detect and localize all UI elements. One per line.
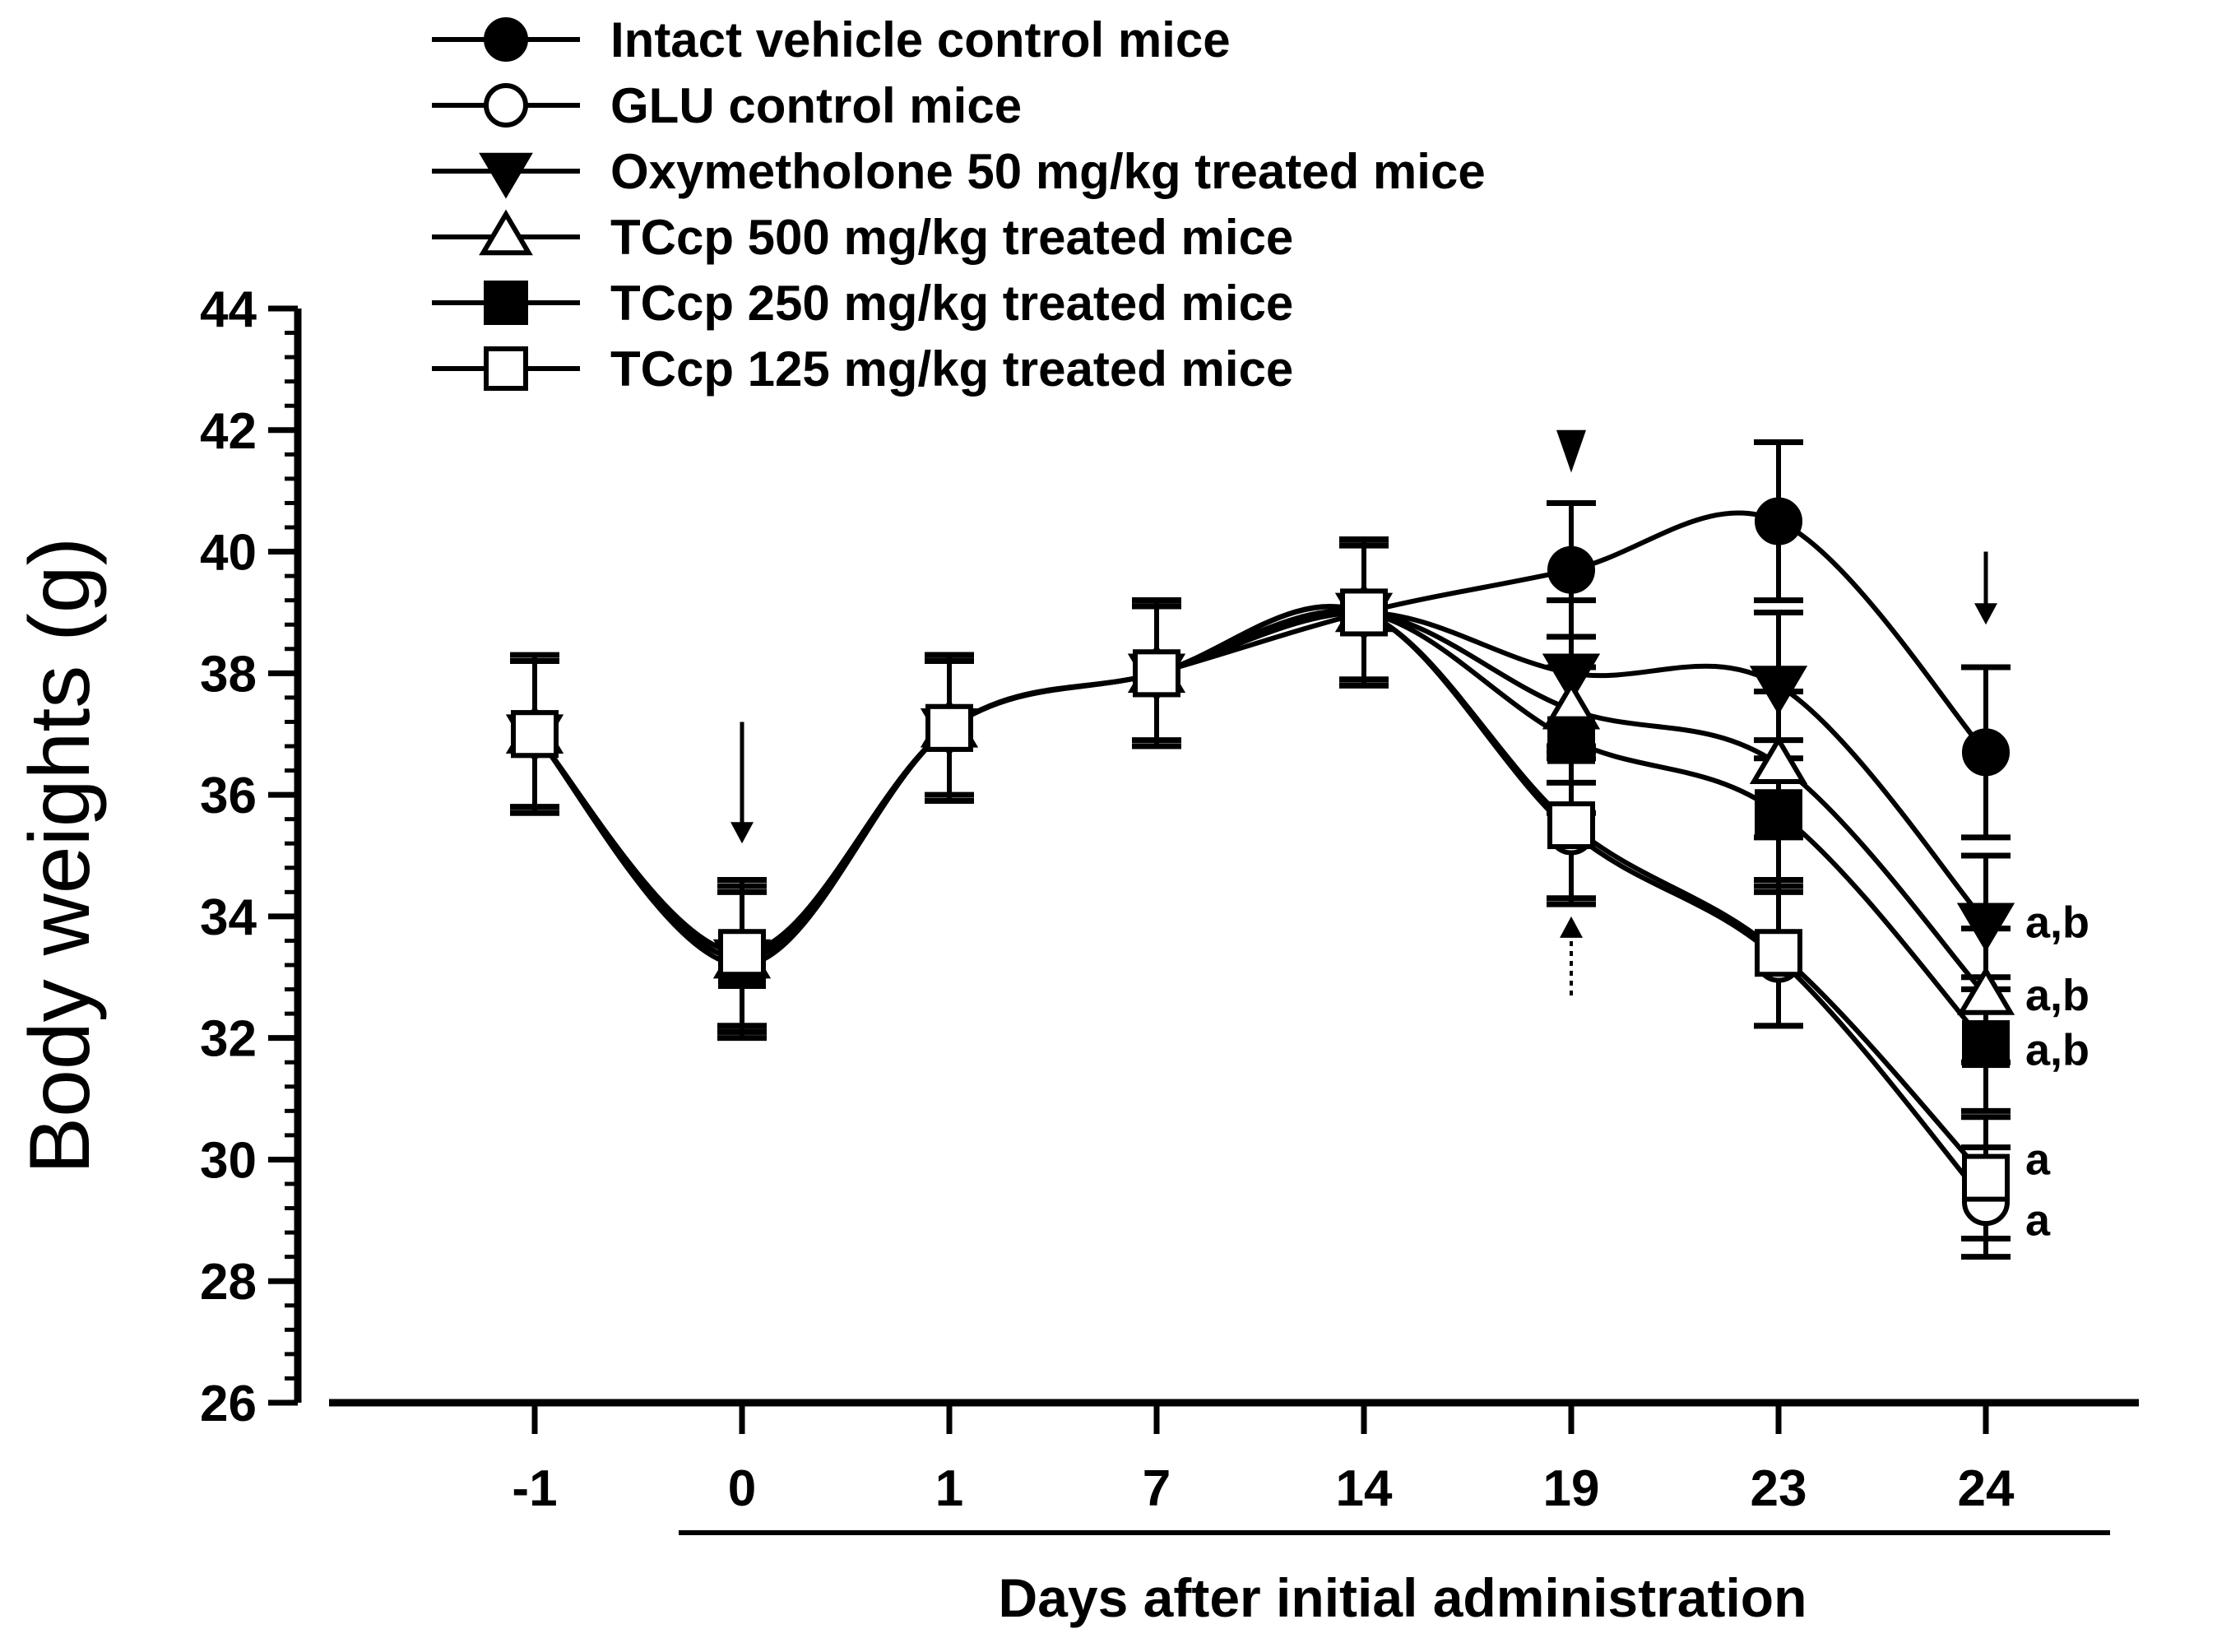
arrow-marker bbox=[1560, 916, 1583, 995]
arrow-marker bbox=[1974, 551, 1997, 625]
marker-triangle-up bbox=[1956, 966, 2015, 1015]
significance-label: a,b bbox=[2025, 1025, 2089, 1074]
marker-square bbox=[484, 281, 528, 325]
marker-circle bbox=[484, 83, 528, 128]
marker-square bbox=[1133, 649, 1180, 698]
y-tick-label: 34 bbox=[200, 889, 257, 946]
y-tick-label: 30 bbox=[200, 1132, 257, 1189]
series-line bbox=[532, 610, 1988, 962]
marker-triangle-down bbox=[1542, 653, 1601, 703]
annotations: a,b a,b a,b aa bbox=[2025, 898, 2089, 1245]
arrow-marker bbox=[1556, 429, 1586, 473]
x-tick-label: 24 bbox=[1958, 1460, 2015, 1517]
arrowhead bbox=[1560, 916, 1583, 938]
legend-label: Oxymetholone 50 mg/kg treated mice bbox=[610, 144, 1486, 199]
y-tick-label: 40 bbox=[200, 525, 257, 582]
legend-entry: GLU control mice bbox=[432, 78, 1022, 133]
x-tick-label: 23 bbox=[1751, 1460, 1807, 1517]
y-tick-label: 44 bbox=[200, 281, 257, 338]
arrowhead bbox=[1556, 429, 1586, 473]
legend-label: Intact vehicle control mice bbox=[610, 12, 1231, 67]
y-tick-label: 38 bbox=[200, 646, 257, 703]
arrowhead bbox=[730, 822, 754, 844]
y-tick-label: 42 bbox=[200, 403, 257, 460]
y-axis-label: Body weights (g) bbox=[12, 537, 108, 1175]
series-markers bbox=[505, 497, 2015, 1227]
marker-triangle-down bbox=[1956, 903, 2015, 953]
marker-square bbox=[1962, 1020, 2010, 1069]
y-tick-label: 28 bbox=[200, 1254, 257, 1311]
y-ticks: 26 28 30 32 34 36 38 40 42 44 bbox=[200, 281, 298, 1432]
marker-triangle-down bbox=[479, 152, 533, 199]
legend-entry: TCcp 125 mg/kg treated mice bbox=[432, 341, 1293, 397]
y-tick-label: 26 bbox=[200, 1376, 257, 1432]
legend-label: GLU control mice bbox=[610, 78, 1022, 133]
marker-circle bbox=[484, 17, 528, 62]
y-tick-label: 36 bbox=[200, 768, 257, 824]
x-ticks: -1 0 1 7 14 19 23 24 bbox=[512, 1403, 2015, 1517]
legend: Intact vehicle control mice GLU control m… bbox=[432, 12, 1486, 397]
legend-label: TCcp 250 mg/kg treated mice bbox=[610, 276, 1293, 331]
x-axis-label: Days after initial administration bbox=[999, 1567, 1807, 1628]
marker-circle bbox=[1755, 497, 1802, 545]
legend-label: TCcp 500 mg/kg treated mice bbox=[610, 210, 1293, 265]
x-tick-label: 1 bbox=[935, 1460, 963, 1517]
significance-label: a bbox=[2025, 1135, 2051, 1184]
x-tick-label: -1 bbox=[512, 1460, 557, 1517]
marker-square bbox=[925, 703, 973, 752]
error-bars bbox=[510, 439, 2011, 1260]
marker-square bbox=[484, 346, 528, 391]
x-tick-label: 19 bbox=[1543, 1460, 1600, 1517]
significance-label: a,b bbox=[2025, 971, 2089, 1020]
marker-square bbox=[1340, 588, 1388, 637]
marker-square bbox=[1547, 801, 1595, 850]
arrow-marker bbox=[730, 722, 754, 844]
marker-triangle-down bbox=[1749, 666, 1808, 715]
legend-label: TCcp 125 mg/kg treated mice bbox=[610, 341, 1293, 397]
series-lines bbox=[532, 510, 1988, 1204]
marker-circle bbox=[1547, 545, 1595, 594]
arrowhead bbox=[1974, 603, 1997, 625]
x-tick-label: 7 bbox=[1143, 1460, 1171, 1517]
x-tick-label: 14 bbox=[1336, 1460, 1393, 1517]
arrows-layer bbox=[730, 429, 1997, 995]
significance-label: a,b bbox=[2025, 898, 2089, 947]
series-layer bbox=[505, 439, 2015, 1260]
marker-triangle-up bbox=[479, 209, 533, 256]
marker-square bbox=[511, 710, 559, 759]
marker-square bbox=[718, 929, 766, 977]
marker-square bbox=[1755, 929, 1802, 977]
legend-entry: Intact vehicle control mice bbox=[432, 12, 1231, 67]
marker-triangle-up bbox=[1749, 735, 1808, 784]
marker-square bbox=[1962, 1153, 2010, 1202]
marker-square bbox=[1547, 716, 1595, 764]
y-tick-label: 32 bbox=[200, 1011, 257, 1068]
marker-square bbox=[1755, 789, 1802, 838]
x-tick-label: 0 bbox=[728, 1460, 756, 1517]
legend-entry: Oxymetholone 50 mg/kg treated mice bbox=[432, 144, 1486, 199]
marker-circle bbox=[1962, 728, 2010, 777]
legend-entry: TCcp 500 mg/kg treated mice bbox=[432, 209, 1293, 265]
significance-label: a bbox=[2025, 1195, 2051, 1245]
legend-entry: TCcp 250 mg/kg treated mice bbox=[432, 276, 1293, 331]
